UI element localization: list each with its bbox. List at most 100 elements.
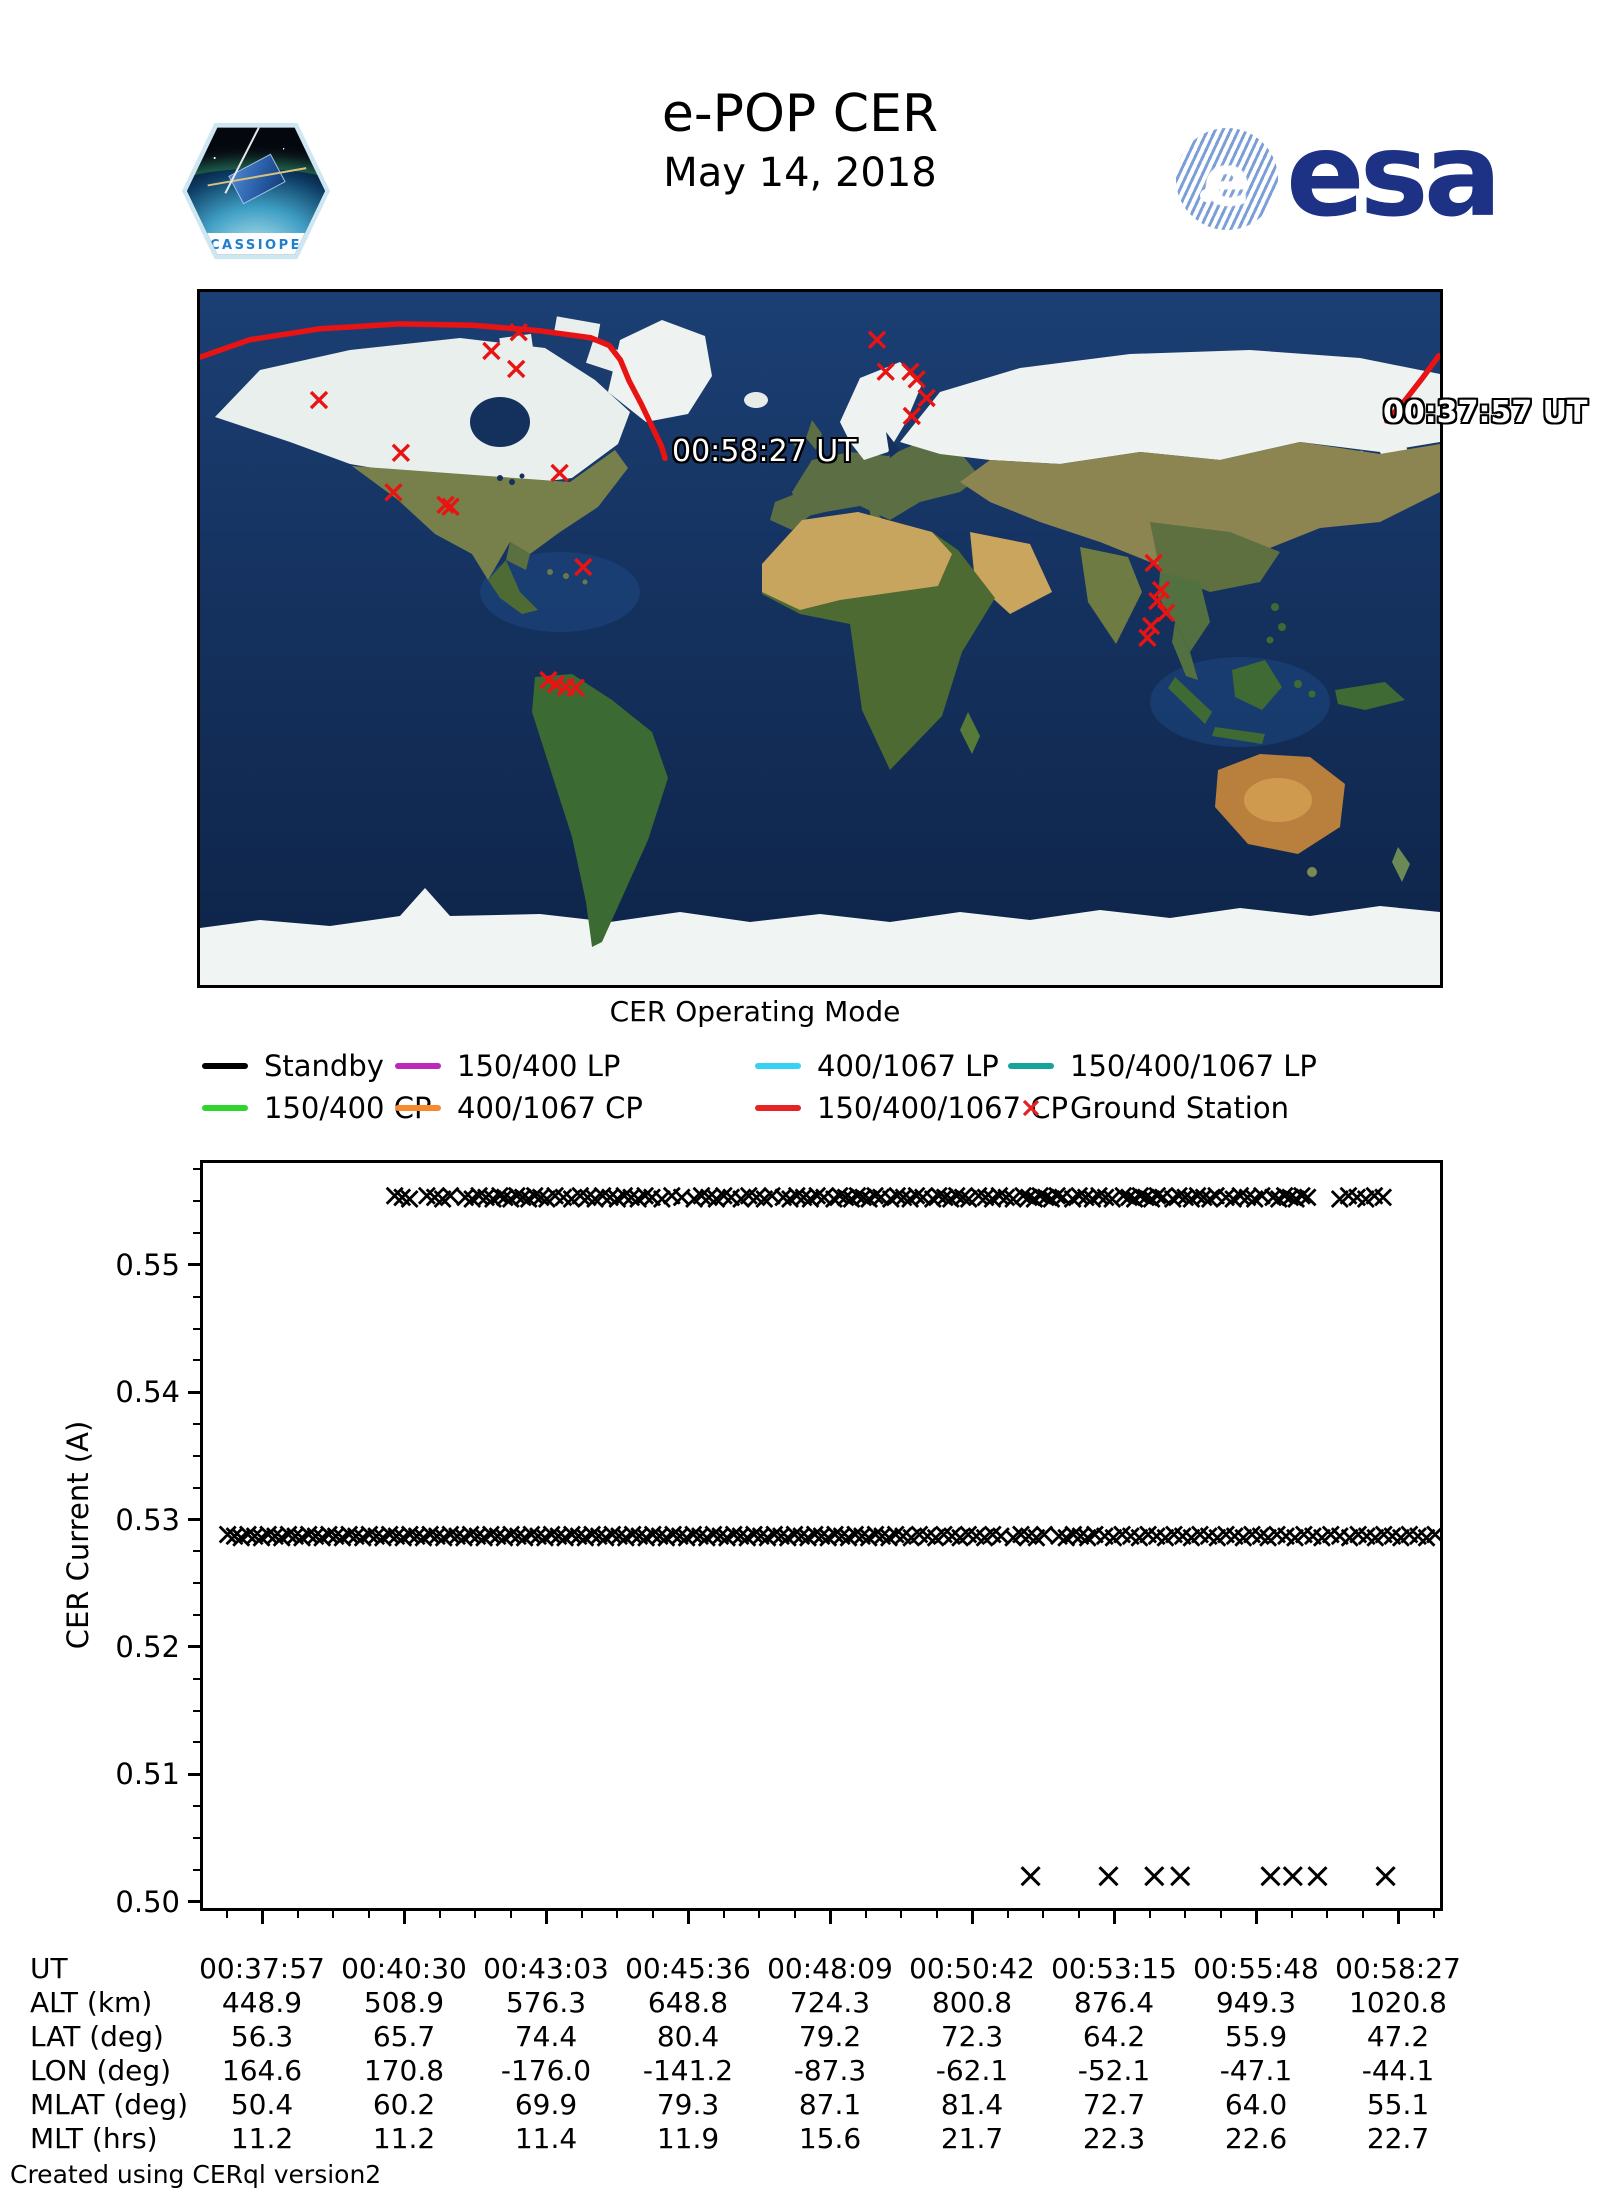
ground-station-legend-icon bbox=[1022, 1099, 1040, 1117]
legend-title: CER Operating Mode bbox=[609, 995, 901, 1028]
table-row-label: LAT (deg) bbox=[30, 2020, 164, 2053]
y-axis-minor-tick bbox=[193, 1709, 200, 1712]
x-axis-minor-tick bbox=[651, 1911, 654, 1918]
y-axis-minor-tick bbox=[193, 1614, 200, 1617]
table-cell: 164.6 bbox=[221, 2054, 303, 2087]
y-axis-minor-tick bbox=[193, 1836, 200, 1839]
patch-mission-name: CASSIOPE bbox=[209, 237, 303, 253]
north-america-snow bbox=[215, 338, 630, 487]
orbit-trajectory-left bbox=[200, 321, 668, 462]
x-axis-major-tick bbox=[970, 1911, 974, 1924]
x-axis-major-tick bbox=[1396, 1911, 1400, 1924]
table-cell: 876.4 bbox=[1073, 1986, 1155, 2019]
x-axis-minor-tick bbox=[1326, 1911, 1328, 1918]
table-cell: 79.3 bbox=[656, 2088, 720, 2121]
table-cell: 00:48:09 bbox=[767, 1952, 893, 1985]
legend-item-label: 400/1067 CP bbox=[457, 1091, 643, 1125]
esa-globe-icon: e bbox=[1176, 128, 1278, 230]
table-row-label: UT bbox=[30, 1952, 68, 1985]
scatter-series-2 bbox=[1020, 1866, 1396, 1887]
table-cell: 81.4 bbox=[940, 2088, 1004, 2121]
x-axis-major-tick bbox=[686, 1911, 690, 1924]
table-row-label: LON (deg) bbox=[30, 2054, 172, 2087]
table-cell: 22.7 bbox=[1366, 2122, 1430, 2155]
table-cell: 00:50:42 bbox=[909, 1952, 1035, 1985]
y-axis-minor-tick bbox=[193, 1486, 200, 1489]
table-row-label: MLT (hrs) bbox=[30, 2122, 158, 2155]
y-axis-minor-tick bbox=[193, 1359, 200, 1362]
y-axis-minor-tick bbox=[193, 1423, 200, 1426]
ground-track-map bbox=[197, 289, 1443, 988]
y-axis-minor-tick bbox=[193, 1454, 200, 1457]
trajectory-start-time-label: 00:37:57 UT bbox=[1383, 395, 1588, 430]
table-cell: -62.1 bbox=[935, 2054, 1009, 2087]
table-cell: 724.3 bbox=[789, 1986, 871, 2019]
orbit-trajectory-right bbox=[1383, 353, 1440, 424]
table-cell: 1020.8 bbox=[1349, 1986, 1447, 2019]
table-cell: 00:58:27 bbox=[1335, 1952, 1461, 1985]
x-axis-minor-tick bbox=[1290, 1911, 1293, 1918]
greenland bbox=[608, 320, 712, 422]
esa-globe-letter: e bbox=[1203, 140, 1251, 222]
y-axis-minor-tick bbox=[193, 1295, 200, 1298]
y-axis-minor-tick bbox=[193, 1805, 200, 1808]
footer-credit: Created using CERql version2 bbox=[10, 2160, 382, 2189]
x-axis-minor-tick bbox=[438, 1911, 441, 1918]
x-axis-minor-tick bbox=[296, 1911, 299, 1918]
table-cell: 74.4 bbox=[514, 2020, 578, 2053]
scatter-series-0 bbox=[385, 1186, 1393, 1208]
x-axis-major-tick bbox=[1254, 1911, 1258, 1924]
table-cell: 80.4 bbox=[656, 2020, 720, 2053]
legend-item-label: 150/400 CP bbox=[264, 1091, 432, 1125]
table-cell: 22.6 bbox=[1224, 2122, 1288, 2155]
legend-item-label: 150/400 LP bbox=[457, 1049, 621, 1083]
y-axis-minor-tick bbox=[193, 1741, 200, 1744]
trajectory-end-time-label: 00:58:27 UT bbox=[672, 434, 857, 469]
table-cell: 56.3 bbox=[230, 2020, 294, 2053]
y-axis-tick-label: 0.51 bbox=[115, 1757, 180, 1792]
patch-starfield: CASSIOPE bbox=[187, 127, 325, 255]
cassiope-mission-patch: CASSIOPE bbox=[182, 122, 330, 260]
x-axis-major-tick bbox=[1112, 1911, 1116, 1924]
legend-swatch-line bbox=[395, 1063, 441, 1069]
table-cell: 00:37:57 bbox=[199, 1952, 325, 1985]
y-axis-minor-tick bbox=[193, 1200, 200, 1203]
table-cell: 11.2 bbox=[372, 2122, 436, 2155]
table-cell: 55.1 bbox=[1366, 2088, 1430, 2121]
legend-swatch-line bbox=[755, 1105, 801, 1111]
table-cell: 47.2 bbox=[1366, 2020, 1430, 2053]
table-cell: 65.7 bbox=[372, 2020, 436, 2053]
table-cell: -87.3 bbox=[793, 2054, 867, 2087]
table-cell: -141.2 bbox=[642, 2054, 734, 2087]
table-cell: 55.9 bbox=[1224, 2020, 1288, 2053]
legend-item-label: Ground Station bbox=[1070, 1091, 1289, 1125]
x-axis-minor-tick bbox=[722, 1911, 725, 1918]
table-cell: 15.6 bbox=[798, 2122, 862, 2155]
world-map bbox=[200, 292, 1440, 985]
x-axis-minor-tick bbox=[1042, 1911, 1044, 1918]
scatter-series-1 bbox=[218, 1525, 1440, 1547]
table-cell: 508.9 bbox=[363, 1986, 445, 2019]
legend-swatch-line bbox=[395, 1105, 441, 1111]
table-cell: 87.1 bbox=[798, 2088, 862, 2121]
south-america bbox=[532, 674, 668, 947]
table-cell: 576.3 bbox=[505, 1986, 587, 2019]
table-cell: 21.7 bbox=[940, 2122, 1004, 2155]
x-axis-minor-tick bbox=[474, 1911, 476, 1918]
page-title: e-POP CER bbox=[661, 84, 939, 144]
table-cell: -52.1 bbox=[1077, 2054, 1151, 2087]
table-cell: 00:40:30 bbox=[341, 1952, 467, 1985]
table-cell: 11.2 bbox=[230, 2122, 294, 2155]
table-cell: 72.7 bbox=[1082, 2088, 1146, 2121]
y-axis-minor-tick bbox=[193, 1582, 200, 1585]
esa-logo: e esa bbox=[1176, 108, 1506, 243]
table-cell: 949.3 bbox=[1215, 1986, 1297, 2019]
patch-name-band: CASSIOPE bbox=[187, 233, 325, 255]
table-cell: 60.2 bbox=[372, 2088, 436, 2121]
x-axis-minor-tick bbox=[1077, 1911, 1080, 1918]
x-axis-minor-tick bbox=[580, 1911, 583, 1918]
table-cell: 79.2 bbox=[798, 2020, 862, 2053]
table-cell: 448.9 bbox=[221, 1986, 303, 2019]
esa-wordmark: esa bbox=[1286, 108, 1502, 243]
